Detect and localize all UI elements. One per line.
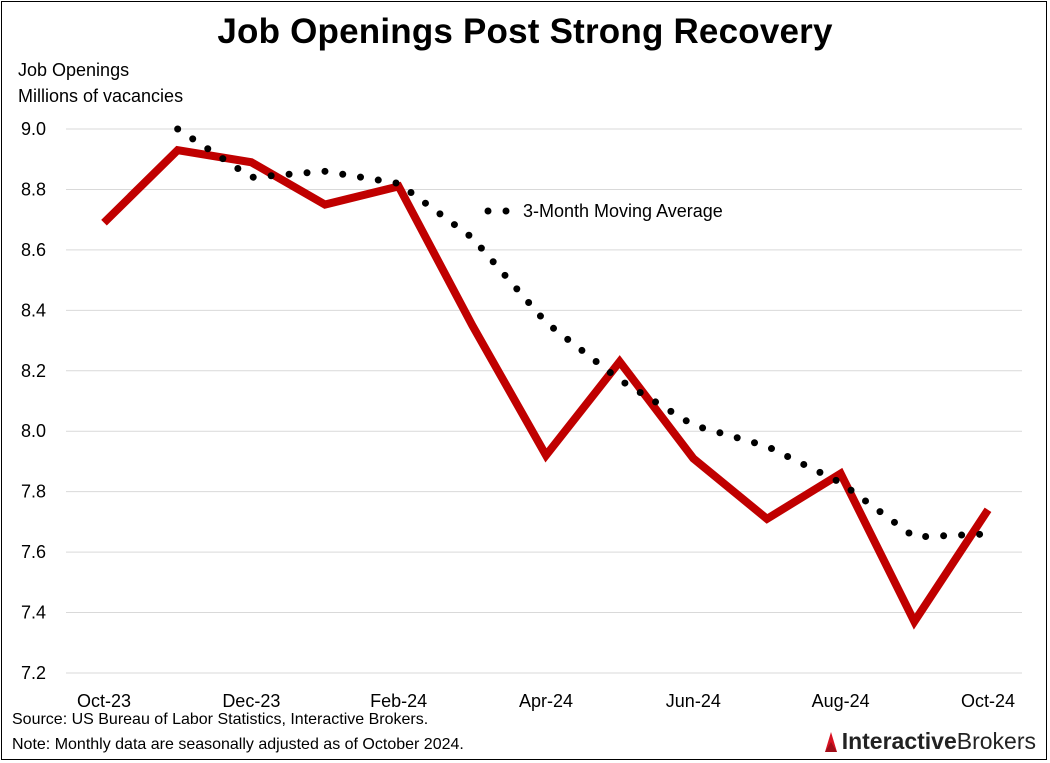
y-axis-label-line1: Job Openings (18, 60, 130, 80)
x-tick-label: Oct-24 (961, 691, 1015, 711)
y-tick-label: 7.4 (21, 603, 46, 623)
y-tick-label: 8.2 (21, 361, 46, 381)
chart-title: Job Openings Post Strong Recovery (217, 12, 833, 51)
interactive-brokers-logo-icon (824, 731, 837, 752)
y-axis-label-line2: Millions of vacancies (18, 86, 184, 106)
x-tick-label: Jun-24 (666, 691, 721, 711)
x-tick-label: Aug-24 (812, 691, 870, 711)
y-tick-label: 9.0 (21, 119, 46, 139)
legend-label: 3-Month Moving Average (523, 201, 723, 221)
y-tick-label: 8.0 (21, 421, 46, 441)
y-tick-label: 7.6 (21, 542, 46, 562)
brand-name-part2: Brokers (956, 728, 1036, 754)
y-tick-label: 7.8 (21, 482, 46, 502)
y-tick-label: 8.8 (21, 179, 46, 199)
x-tick-label: Dec-23 (222, 691, 280, 711)
data-note: Note: Monthly data are seasonally adjust… (12, 736, 464, 753)
brand-logo: Interactive Brokers (823, 728, 1036, 755)
x-tick-label: Feb-24 (370, 691, 427, 711)
x-tick-label: Oct-23 (77, 691, 131, 711)
source-note: Source: US Bureau of Labor Statistics, I… (12, 711, 429, 728)
y-tick-label: 8.4 (21, 300, 46, 320)
series-line-moving-average (174, 125, 992, 541)
y-tick-label: 7.2 (21, 663, 46, 683)
x-tick-label: Apr-24 (519, 691, 573, 711)
brand-name-part1: Interactive (841, 728, 957, 754)
y-tick-label: 8.6 (21, 240, 46, 260)
